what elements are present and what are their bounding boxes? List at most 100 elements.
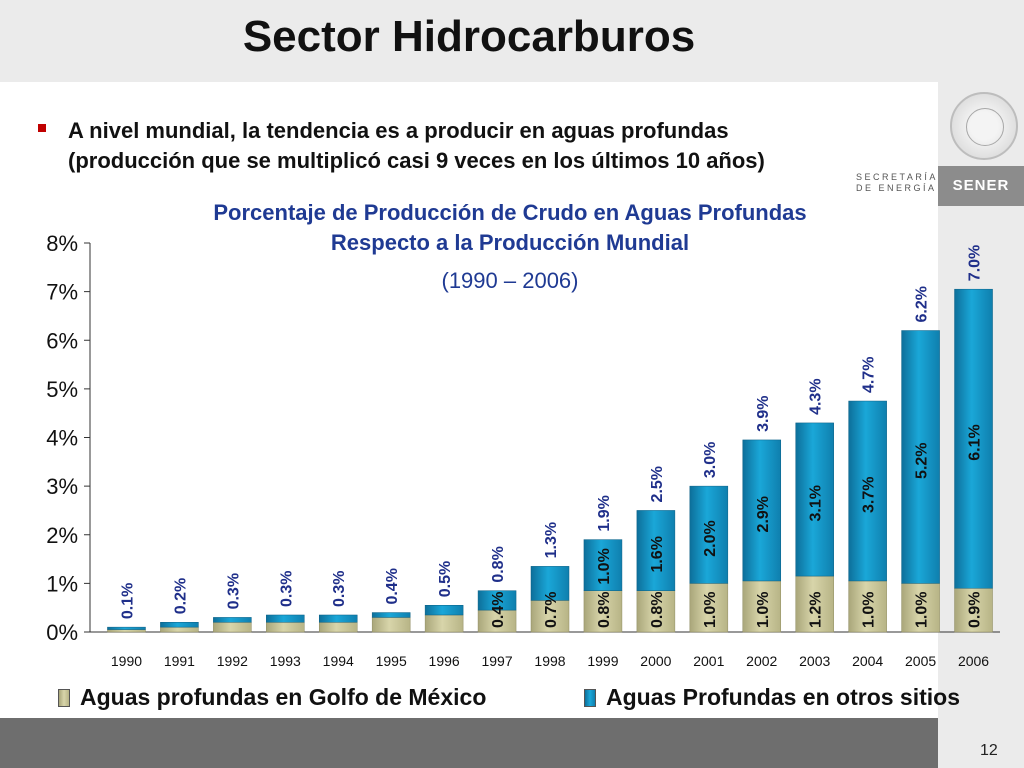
x-tick-label: 1995 [376,653,407,669]
footer-band [0,718,938,768]
bar-other-1995 [371,612,411,618]
total-label-1998: 1.3% [543,522,560,558]
x-tick-label: 2003 [799,653,830,669]
x-tick-label: 1996 [429,653,460,669]
x-tick-label: 1998 [534,653,565,669]
y-tick-label: 1% [46,571,78,596]
legend-label-other: Aguas Profundas en otros sitios [606,684,960,710]
total-label-1999: 1.9% [596,495,613,531]
total-label-2002: 3.9% [755,395,772,431]
x-tick-label: 2002 [746,653,777,669]
other-label-1999: 1.0% [596,548,613,584]
gulf-label-1997: 0.4% [490,592,507,628]
national-seal-icon [950,92,1018,160]
total-label-2006: 7.0% [967,245,984,281]
total-label-2003: 4.3% [808,378,825,414]
x-tick-label: 1991 [164,653,195,669]
x-tick-label: 2005 [905,653,936,669]
chart-subtitle: (1990 – 2006) [441,268,579,293]
total-label-1992: 0.3% [225,573,242,609]
bullet-line1: A nivel mundial, la tendencia es a produ… [68,118,729,143]
bullet-line2: (producción que se multiplicó casi 9 vec… [68,148,765,173]
total-label-1995: 0.4% [384,568,401,604]
bar-other-2001 [689,485,729,584]
total-label-2001: 3.0% [702,442,719,478]
bullet-square-icon [38,124,46,132]
x-tick-label: 2001 [693,653,724,669]
bar-other-2005 [901,330,940,584]
x-tick-label: 1997 [481,653,512,669]
bar-gulf-2002 [742,580,782,633]
x-tick-label: 1990 [111,653,142,669]
bar-other-2006 [954,288,993,589]
y-tick-label: 4% [46,426,78,451]
bar-gulf-1993 [266,622,305,633]
page-number: 12 [980,742,998,759]
chart-title: Porcentaje de Producción de Crudo en Agu… [150,198,870,258]
total-label-1993: 0.3% [278,571,295,607]
bar-other-1991 [160,622,199,628]
bar-other-1994 [318,614,358,623]
total-label-1996: 0.5% [437,561,454,597]
gulf-label-2005: 1.0% [914,592,931,628]
gulf-label-2004: 1.0% [861,592,878,628]
x-tick-label: 1999 [587,653,618,669]
y-tick-label: 3% [46,474,78,499]
title-band [0,0,938,82]
y-tick-label: 8% [46,231,78,256]
bar-other-1996 [424,605,464,616]
bar-other-1992 [213,617,252,623]
secretaria-line1: SECRETARÍA [856,172,938,182]
gulf-label-2002: 1.0% [755,592,772,628]
total-label-2000: 2.5% [649,466,666,502]
bar-other-2002 [742,439,782,582]
other-label-2004: 3.7% [861,477,878,513]
x-tick-label: 2006 [958,653,989,669]
chart-title-line2: Respecto a la Producción Mundial [330,230,690,255]
gulf-label-2003: 1.2% [808,592,825,628]
y-tick-label: 6% [46,328,78,353]
seal-inner-ring [966,108,1004,146]
gulf-label-2001: 1.0% [702,592,719,628]
other-label-2000: 1.6% [649,536,666,572]
bar-gulf-1994 [318,622,358,633]
x-tick-label: 2000 [640,653,671,669]
legend-item-other: Aguas Profundas en otros sitios [584,684,960,711]
legend-item-gulf: Aguas profundas en Golfo de México [58,684,486,711]
gulf-label-1999: 0.8% [596,592,613,628]
gulf-label-2000: 0.8% [649,592,666,628]
gulf-label-2006: 0.9% [967,592,984,628]
x-tick-label: 2004 [852,653,883,669]
total-label-1991: 0.2% [172,578,189,614]
legend-label-gulf: Aguas profundas en Golfo de México [80,684,487,710]
gulf-label-1998: 0.7% [543,592,560,628]
secretaria-line2: DE ENERGÍA [856,183,937,193]
x-tick-label: 1992 [217,653,248,669]
chart-title-line1: Porcentaje de Producción de Crudo en Agu… [213,200,807,225]
bar-gulf-1995 [371,617,411,633]
bar-gulf-1991 [160,626,199,633]
total-label-1997: 0.8% [490,546,507,582]
bar-other-1997 [477,590,517,611]
y-tick-label: 7% [46,280,78,305]
bar-other-1998 [530,566,570,601]
total-label-1990: 0.1% [119,583,136,619]
bullet-text: A nivel mundial, la tendencia es a produ… [68,116,898,176]
x-tick-label: 1994 [323,653,354,669]
sener-logo: SENER [938,166,1024,206]
y-tick-label: 2% [46,523,78,548]
y-tick-label: 0% [46,620,78,645]
bar-gulf-2006 [954,587,993,633]
bar-gulf-1990 [107,629,146,633]
bar-gulf-2003 [795,575,834,633]
bar-gulf-2005 [901,583,940,633]
other-label-2001: 2.0% [702,520,719,556]
y-tick-label: 5% [46,377,78,402]
bar-gulf-1999 [583,590,623,633]
bar-gulf-2004 [848,580,887,633]
bar-gulf-2001 [689,583,729,633]
bar-gulf-1992 [213,622,252,633]
legend-swatch-gulf [58,688,70,707]
total-label-2004: 4.7% [861,357,878,393]
